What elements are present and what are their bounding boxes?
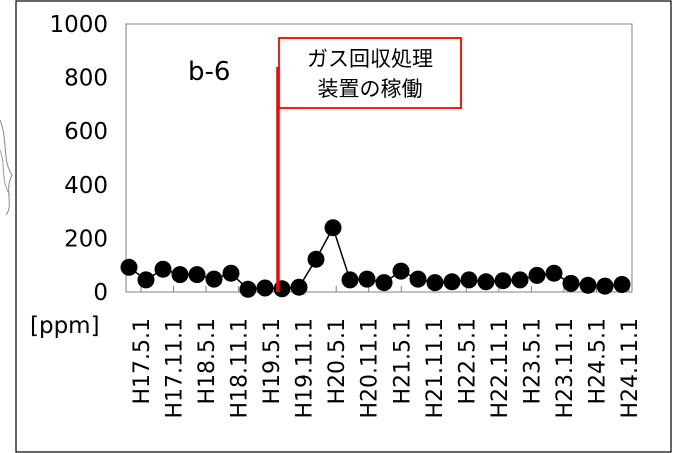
data-point bbox=[477, 273, 495, 291]
plot-area bbox=[125, 23, 633, 293]
y-tick-label: 1000 bbox=[49, 12, 108, 38]
x-tick-label: H19.11.1 bbox=[293, 318, 318, 419]
data-point bbox=[256, 279, 274, 297]
data-point bbox=[494, 272, 512, 290]
data-point bbox=[596, 277, 614, 295]
data-point bbox=[137, 271, 155, 289]
x-tick-label: H24.11.1 bbox=[618, 318, 643, 419]
annotation-text-line2: 装置の稼働 bbox=[318, 77, 423, 101]
data-point bbox=[120, 258, 138, 276]
x-tick-label: H23.11.1 bbox=[553, 318, 578, 419]
data-point bbox=[392, 262, 410, 280]
annotation-box bbox=[278, 37, 462, 109]
x-tick-label: H21.11.1 bbox=[423, 318, 448, 419]
x-tick-label: H17.11.1 bbox=[163, 318, 188, 419]
chart-frame bbox=[15, 0, 672, 453]
data-point bbox=[171, 266, 189, 284]
data-point bbox=[290, 278, 308, 296]
data-point bbox=[443, 273, 461, 291]
x-tick-labels: H17.5.1 H17.11.1 H18.5.1 H18.11.1 H19.5.1 H19… bbox=[130, 318, 643, 419]
data-point bbox=[528, 266, 546, 284]
series-group bbox=[120, 219, 631, 298]
data-point bbox=[273, 280, 291, 298]
data-point bbox=[562, 274, 580, 292]
data-point bbox=[409, 270, 427, 288]
data-point bbox=[341, 271, 359, 289]
data-point bbox=[188, 266, 206, 284]
data-point bbox=[205, 270, 223, 288]
data-point bbox=[613, 276, 631, 293]
scan-artifact bbox=[0, 119, 13, 216]
y-tick-label: 0 bbox=[93, 280, 108, 306]
x-tick-label: H21.5.1 bbox=[390, 318, 415, 405]
x-tick-label: H22.11.1 bbox=[488, 318, 513, 419]
x-tick-label: H17.5.1 bbox=[130, 318, 155, 405]
data-point bbox=[222, 264, 240, 282]
x-tick-label: H19.5.1 bbox=[260, 318, 285, 405]
data-point bbox=[324, 219, 342, 237]
panel-label: b-6 bbox=[188, 57, 230, 87]
data-point bbox=[307, 250, 325, 268]
y-tick-label: 600 bbox=[64, 119, 108, 145]
data-point bbox=[545, 264, 563, 282]
x-tick-label: H23.5.1 bbox=[520, 318, 545, 405]
unit-label: [ppm] bbox=[30, 313, 100, 339]
data-point bbox=[358, 270, 376, 288]
x-tick-label: H20.5.1 bbox=[325, 318, 350, 405]
data-point bbox=[511, 271, 529, 289]
data-point bbox=[579, 276, 597, 294]
y-tick-label: 400 bbox=[64, 173, 108, 199]
data-point bbox=[426, 274, 444, 292]
y-tick-label: 200 bbox=[64, 226, 108, 252]
x-tick-label: H20.11.1 bbox=[358, 318, 383, 419]
x-tick-label: H18.5.1 bbox=[195, 318, 220, 405]
data-point bbox=[239, 280, 257, 298]
x-tick-label: H18.11.1 bbox=[228, 318, 253, 419]
annotation-text-line1: ガス回収処理 bbox=[307, 47, 433, 71]
data-point bbox=[154, 260, 172, 278]
y-tick-label: 800 bbox=[64, 66, 108, 92]
x-tick-label: H24.5.1 bbox=[585, 318, 610, 405]
data-point bbox=[460, 271, 478, 289]
scan-artifact bbox=[0, 149, 11, 196]
x-tick-label: H22.5.1 bbox=[455, 318, 480, 405]
y-tick-labels: 0 200 400 600 800 1000 bbox=[49, 12, 108, 306]
data-point bbox=[375, 274, 393, 292]
